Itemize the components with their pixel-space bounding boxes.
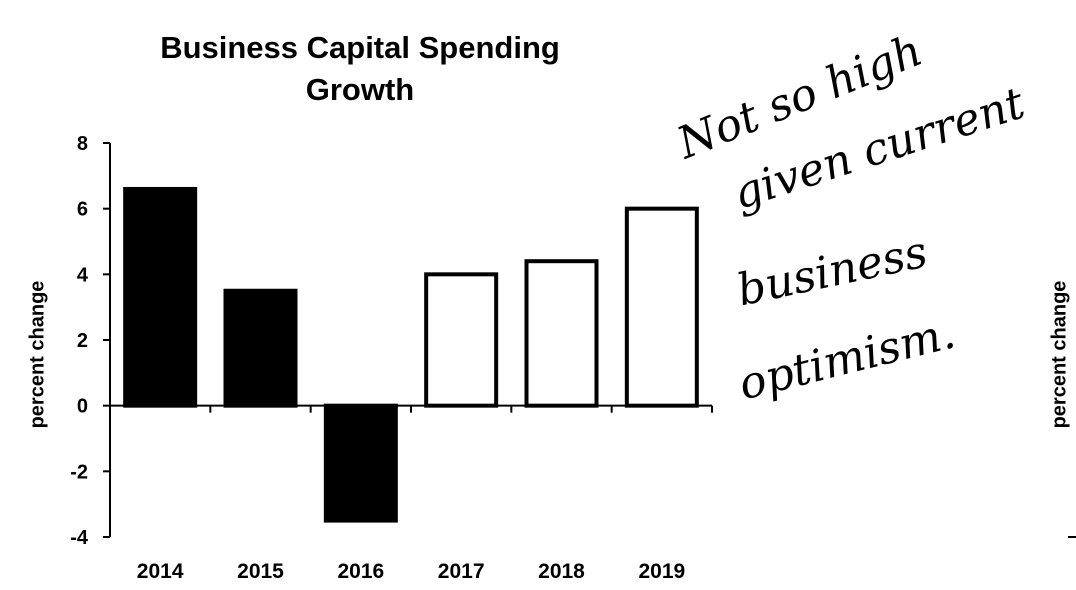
bar-2014 — [123, 186, 198, 408]
x-tick-label: 2018 — [538, 560, 585, 583]
y-tick-label: -4 — [70, 527, 89, 549]
x-tick-label: 2016 — [337, 560, 384, 583]
y-tick-label: 2 — [77, 330, 88, 352]
y-tick-label: 8 — [77, 133, 88, 155]
bar-2015 — [223, 288, 298, 408]
y-tick-label: 6 — [77, 199, 88, 221]
bar-2019 — [624, 206, 699, 408]
x-tick-label: 2014 — [137, 560, 184, 583]
y-tick-label: 4 — [77, 264, 89, 286]
bar-2018 — [524, 259, 599, 408]
bar-2016 — [323, 403, 398, 523]
y-axis-label: percent change — [26, 280, 49, 429]
second-chart-y-axis-label: percent change — [1048, 280, 1071, 429]
x-tick-label: 2015 — [237, 560, 284, 583]
x-tick-label: 2017 — [438, 560, 485, 583]
chart-title-line-1: Business Capital Spending — [160, 30, 560, 65]
y-tick-label: 0 — [77, 396, 88, 418]
x-tick-label: 2019 — [638, 560, 685, 583]
bar-2017 — [424, 272, 499, 408]
y-tick-label: -2 — [70, 461, 88, 483]
chart-title-line-2: Growth — [305, 72, 415, 107]
